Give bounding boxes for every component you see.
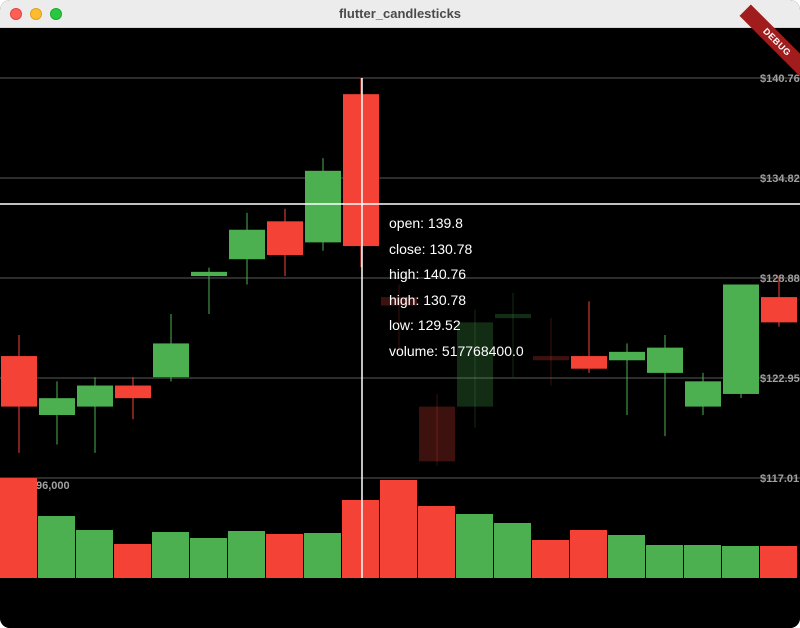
candle-body — [191, 271, 227, 277]
volume-bar — [114, 544, 151, 578]
price-axis-label: $128.88 — [760, 273, 800, 285]
candlestick-chart[interactable]: $140.76 $134.82 $128.88 $122.95 $117.01 96,00… — [0, 28, 800, 628]
volume-bar — [190, 538, 227, 578]
volume-bar — [608, 535, 645, 578]
candle-body — [267, 221, 303, 256]
volume-bar — [532, 540, 569, 578]
window-title: flutter_candlesticks — [338, 6, 462, 21]
candle-body — [609, 351, 645, 361]
candle-body — [229, 229, 265, 260]
volume-bar — [418, 506, 455, 578]
tooltip-close: close: 130.78 — [389, 240, 473, 257]
volume-bar — [304, 533, 341, 578]
volume-bar — [722, 546, 759, 578]
volume-bar — [76, 530, 113, 578]
volume-bar — [152, 532, 189, 578]
tooltip-high-2: high: 130.78 — [389, 291, 467, 308]
price-axis-label: $134.82 — [760, 173, 800, 185]
candle-body — [305, 170, 341, 243]
tooltip-low: low: 129.52 — [389, 317, 461, 333]
volume-bar — [0, 478, 37, 578]
candle-body — [457, 322, 493, 407]
candle-body — [1, 356, 37, 407]
volume-bar — [380, 480, 417, 578]
price-axis-label: $122.95 — [760, 373, 800, 385]
chart-area[interactable]: $140.76 $134.82 $128.88 $122.95 $117.01 96,00… — [0, 4, 800, 628]
volume-bar — [570, 530, 607, 578]
close-window-button[interactable] — [10, 8, 22, 20]
candle-body — [761, 297, 797, 323]
price-axis-label: $140.76 — [760, 73, 800, 85]
candle-body — [115, 385, 151, 399]
volume-bar — [494, 523, 531, 578]
volume-bar — [646, 545, 683, 578]
candle-body — [685, 381, 721, 407]
tooltip-volume: volume: 517768400.0 — [389, 342, 524, 359]
candle-body — [153, 343, 189, 378]
candle-body — [39, 398, 75, 416]
price-axis-label: $117.01 — [760, 473, 799, 485]
volume-bar — [760, 546, 797, 578]
volume-bar — [342, 500, 379, 578]
candle-body — [571, 356, 607, 369]
candle-body — [495, 313, 531, 319]
maximize-window-button[interactable] — [50, 8, 62, 20]
volume-bar — [456, 514, 493, 578]
candle-body — [381, 297, 417, 306]
candle-body — [647, 347, 683, 373]
tooltip-high: high: 140.76 — [389, 266, 467, 282]
volume-bar — [38, 516, 75, 578]
volume-bar — [266, 534, 303, 578]
volume-axis-label: 96,000 — [36, 480, 70, 492]
volume-bar — [228, 531, 265, 578]
crosshair-tooltip: open: 139.8 close: 130.78 high: 140.76 h… — [389, 214, 524, 367]
candle-body — [77, 385, 113, 407]
candle-body — [533, 356, 569, 361]
candle-body — [723, 284, 759, 394]
title-bar: flutter_candlesticks — [0, 0, 800, 28]
volume-bar — [684, 545, 721, 578]
candle-body — [343, 94, 379, 247]
minimize-window-button[interactable] — [30, 8, 42, 20]
tooltip-open: open: 139.8 — [389, 215, 463, 231]
candle-body — [419, 406, 455, 462]
